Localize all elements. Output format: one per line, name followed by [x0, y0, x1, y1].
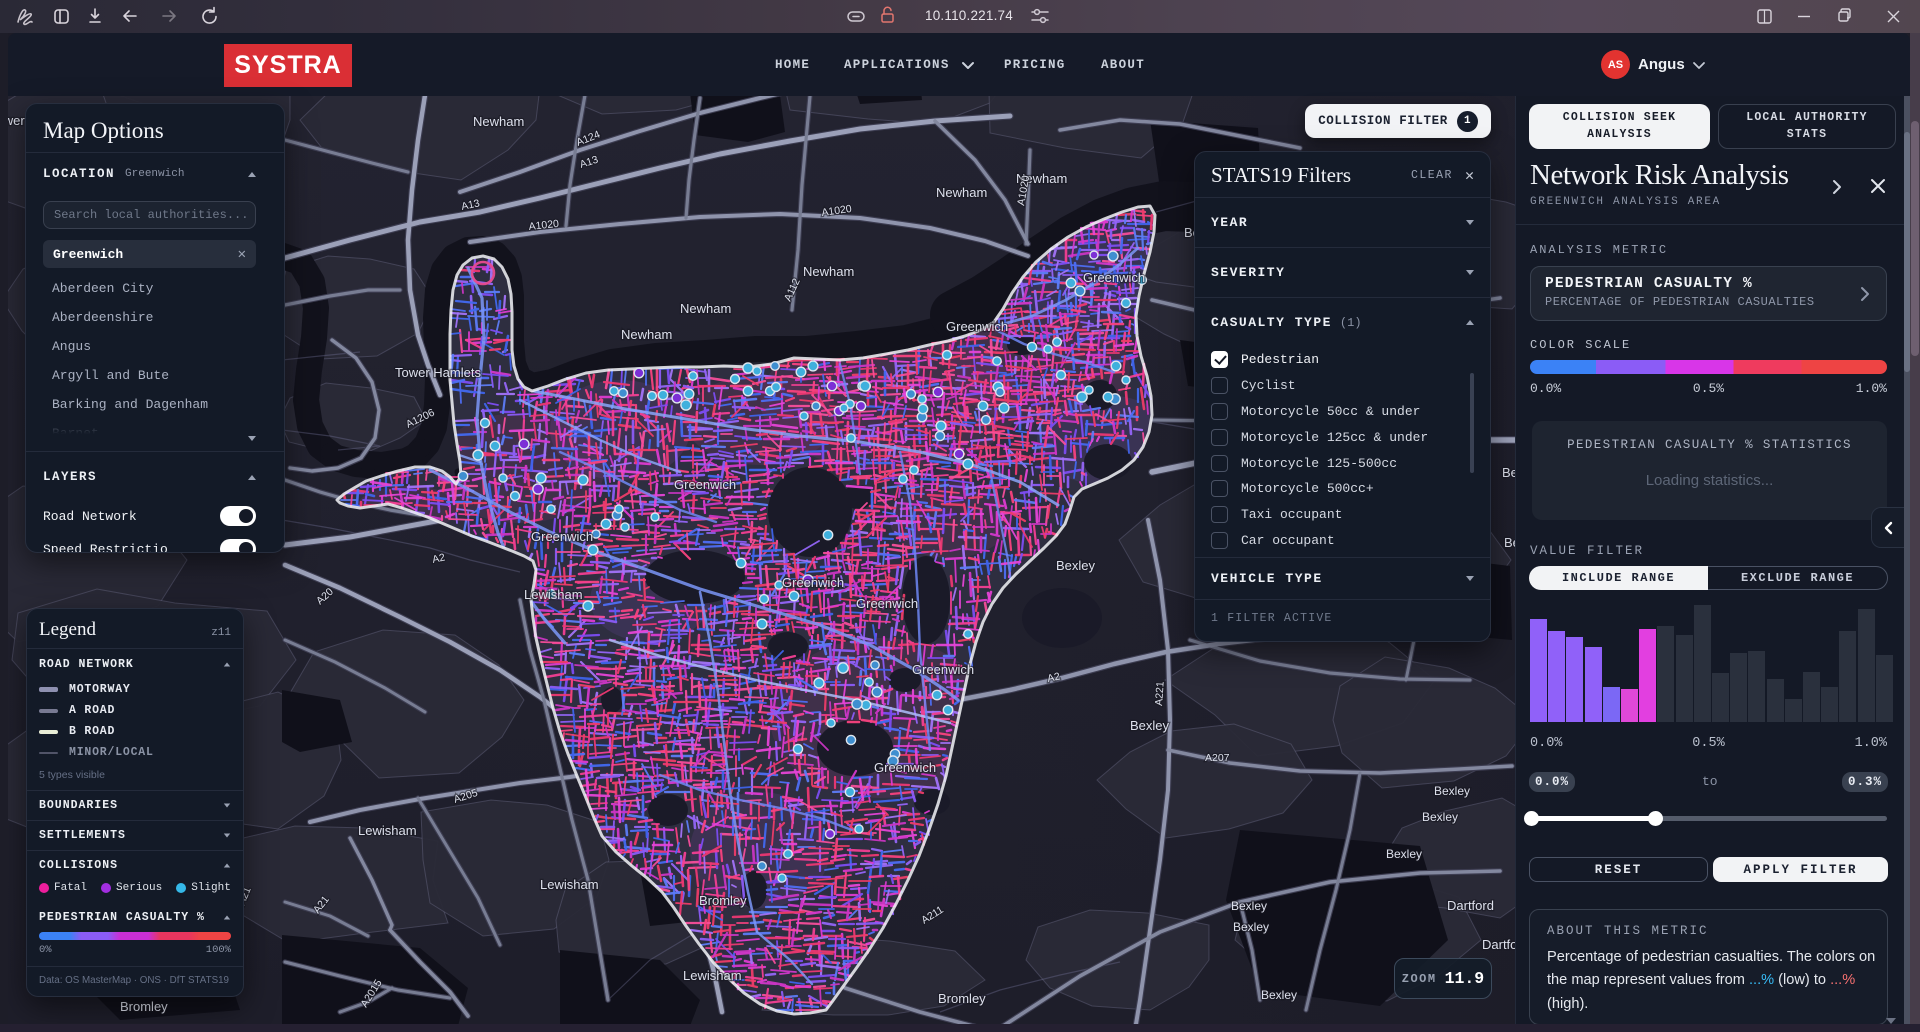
- svg-text:Bexley: Bexley: [1056, 558, 1096, 573]
- svg-text:Tower Hamlets: Tower Hamlets: [395, 365, 481, 380]
- svg-text:Newham: Newham: [621, 327, 672, 342]
- svg-text:Greenwich: Greenwich: [946, 319, 1008, 334]
- svg-text:Lewisham: Lewisham: [540, 877, 599, 892]
- svg-text:Bromley: Bromley: [120, 999, 168, 1014]
- svg-text:Greenwich: Greenwich: [912, 662, 974, 677]
- svg-text:A207: A207: [1205, 752, 1230, 764]
- svg-text:Greenwich: Greenwich: [782, 575, 844, 590]
- svg-text:Bexley: Bexley: [1386, 847, 1422, 861]
- svg-text:Greenwich: Greenwich: [874, 760, 936, 775]
- svg-text:Lewisham: Lewisham: [683, 968, 742, 983]
- svg-text:Lewisham: Lewisham: [358, 823, 417, 838]
- svg-text:A1020: A1020: [528, 218, 560, 233]
- svg-text:A13: A13: [460, 197, 481, 213]
- svg-text:Newham: Newham: [680, 301, 731, 316]
- svg-text:Bromley: Bromley: [938, 991, 986, 1006]
- svg-text:Greenwich: Greenwich: [531, 529, 593, 544]
- svg-text:Newham: Newham: [936, 185, 987, 200]
- svg-text:Greenwich: Greenwich: [1083, 270, 1145, 285]
- svg-text:A2: A2: [431, 551, 446, 565]
- svg-text:Bexley: Bexley: [1261, 988, 1297, 1002]
- svg-text:Bexley: Bexley: [1130, 718, 1170, 733]
- svg-text:Lewisham: Lewisham: [524, 587, 583, 602]
- svg-text:A1020: A1020: [821, 203, 853, 219]
- svg-text:Newham: Newham: [473, 114, 524, 129]
- svg-text:Bexley: Bexley: [1233, 920, 1269, 934]
- svg-text:Newham: Newham: [803, 264, 854, 279]
- svg-text:A2: A2: [1046, 670, 1061, 684]
- svg-text:Bexley: Bexley: [1434, 784, 1470, 798]
- svg-text:Bromley: Bromley: [699, 893, 747, 908]
- svg-text:Greenwich: Greenwich: [674, 477, 736, 492]
- svg-text:A221: A221: [1153, 681, 1167, 706]
- svg-text:Newham: Newham: [1016, 171, 1067, 186]
- svg-text:Dartford: Dartford: [1447, 898, 1494, 913]
- svg-text:Greenwich: Greenwich: [856, 596, 918, 611]
- svg-text:Bexley: Bexley: [1231, 899, 1267, 913]
- svg-text:Bexley: Bexley: [1422, 810, 1458, 824]
